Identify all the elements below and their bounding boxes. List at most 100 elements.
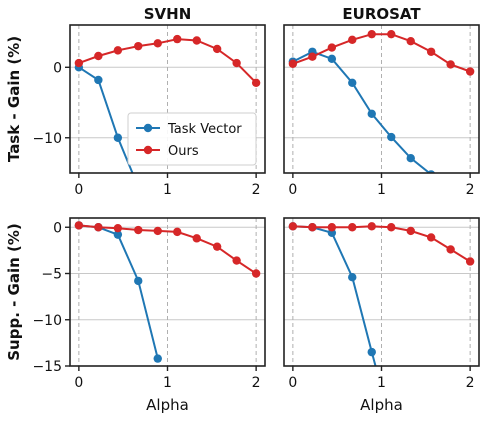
series-line — [78, 224, 159, 359]
data-point — [113, 133, 123, 142]
data-point — [446, 245, 455, 254]
data-point — [74, 221, 84, 230]
data-point — [113, 230, 123, 239]
data-point — [288, 222, 298, 231]
x-tick-label: 0 — [288, 182, 297, 198]
legend-entry-label: Task Vector — [167, 122, 242, 137]
panel-top-left: 0 1 2 0 −10 SVHN Task - Gain (%) — [5, 5, 266, 198]
data-point — [94, 51, 103, 61]
panel-top-right: 0 1 2 EUROSAT — [283, 5, 480, 198]
data-point — [348, 78, 357, 87]
data-point — [173, 227, 182, 237]
data-point — [308, 52, 317, 61]
data-point — [113, 223, 123, 233]
data-point — [192, 234, 201, 243]
data-point — [348, 35, 357, 44]
x-axis-label: Alpha — [146, 396, 189, 414]
data-point — [74, 58, 84, 68]
series-group — [74, 221, 261, 363]
y-tick-label: 0 — [53, 220, 62, 236]
series-group — [288, 222, 475, 366]
data-point — [427, 170, 436, 173]
legend-swatch-marker — [143, 123, 153, 133]
data-point — [251, 78, 261, 87]
data-point — [387, 132, 396, 142]
data-point — [465, 257, 475, 266]
legend-swatch-marker — [143, 145, 153, 155]
series-line — [78, 38, 257, 84]
y-tick-label: −5 — [41, 267, 62, 283]
x-tick-label: 2 — [252, 182, 261, 198]
x-tick-label: 2 — [466, 182, 475, 198]
data-point — [173, 34, 182, 44]
data-point — [94, 75, 103, 85]
data-point — [153, 354, 162, 363]
data-point — [387, 29, 396, 39]
data-point — [439, 179, 447, 187]
y-axis-label: Task - Gain (%) — [5, 36, 23, 162]
data-point — [251, 269, 261, 278]
data-point — [426, 47, 436, 56]
data-point — [327, 54, 337, 64]
series-line — [292, 33, 471, 73]
data-point — [406, 37, 415, 46]
y-tick-label: 0 — [53, 60, 62, 76]
data-point — [192, 36, 201, 45]
panel-bottom-left: 0 1 2 0 −5 −10 −15 Supp. - Gain (%) Alpha — [5, 217, 266, 414]
data-point — [327, 223, 337, 232]
series-line — [78, 224, 257, 275]
data-point — [406, 226, 415, 236]
data-point — [426, 233, 436, 242]
panel-title: SVHN — [144, 5, 192, 23]
data-point — [327, 43, 337, 52]
data-point — [212, 44, 222, 54]
data-point — [232, 256, 241, 265]
legend: Task Vector Ours — [127, 112, 257, 166]
data-point — [134, 183, 142, 191]
data-point — [465, 67, 475, 76]
data-point — [367, 29, 376, 39]
x-tick-label: 2 — [466, 375, 475, 391]
data-point — [348, 273, 357, 282]
data-point — [288, 59, 298, 68]
data-point — [134, 276, 143, 286]
data-point — [367, 109, 376, 119]
data-point — [232, 58, 241, 68]
data-point — [367, 347, 376, 357]
x-tick-label: 0 — [288, 375, 297, 391]
x-tick-label: 0 — [74, 375, 83, 391]
data-point — [134, 225, 143, 235]
series-line — [292, 225, 471, 263]
y-tick-label: −10 — [32, 313, 62, 329]
data-point — [94, 223, 103, 232]
series-line — [292, 225, 377, 366]
x-axis-label: Alpha — [360, 396, 403, 414]
data-point — [153, 226, 162, 236]
data-point — [367, 222, 376, 231]
data-point — [446, 60, 455, 69]
data-point — [308, 223, 317, 232]
x-tick-label: 1 — [377, 182, 386, 198]
x-tick-label: 1 — [163, 182, 172, 198]
data-point — [113, 46, 123, 55]
x-tick-label: 0 — [74, 182, 83, 198]
data-point — [387, 223, 396, 232]
y-axis-label: Supp. - Gain (%) — [5, 223, 23, 361]
data-point — [134, 41, 143, 51]
data-point — [406, 154, 415, 163]
series-group — [74, 34, 261, 191]
x-tick-label: 1 — [377, 375, 386, 391]
panel-bottom-right: 0 1 2 Alpha — [283, 217, 480, 414]
y-tick-label: −10 — [32, 131, 62, 147]
data-point — [212, 242, 222, 251]
data-point — [153, 39, 162, 48]
panel-title: EUROSAT — [342, 5, 421, 23]
x-tick-label: 2 — [252, 375, 261, 391]
series-group — [288, 29, 475, 187]
legend-entry-label: Ours — [168, 144, 199, 159]
y-tick-label: −15 — [32, 359, 62, 375]
x-tick-label: 1 — [163, 375, 172, 391]
legend-box — [127, 112, 257, 166]
data-point — [348, 223, 357, 232]
